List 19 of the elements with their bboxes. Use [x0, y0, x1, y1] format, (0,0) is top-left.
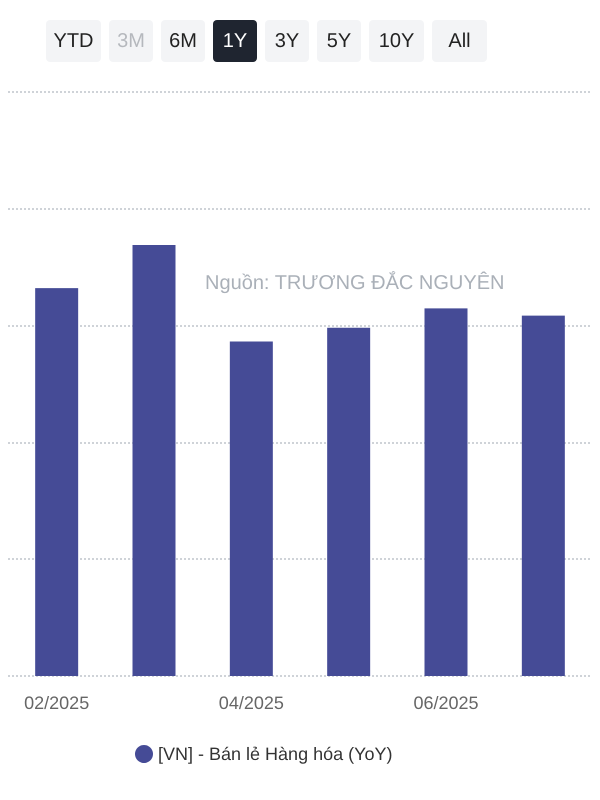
x-tick-label: 04/2025	[218, 693, 284, 713]
annotation: Nguồn: TRƯƠNG ĐẮC NGUYÊN	[205, 271, 504, 294]
bar	[424, 308, 468, 676]
bar	[35, 288, 78, 676]
x-tick-label: 02/2025	[24, 693, 90, 713]
text: All	[448, 30, 471, 52]
text: 1Y	[222, 30, 248, 52]
bar	[132, 245, 176, 676]
bar	[522, 316, 565, 676]
text: YTD	[54, 30, 94, 52]
bar	[230, 342, 273, 676]
text: 5Y	[326, 30, 352, 52]
bar	[327, 328, 370, 676]
legend-label: [VN] - Bán lẻ Hàng hóa (YoY)	[158, 744, 392, 764]
text: 6M	[169, 30, 197, 52]
x-tick-label: 06/2025	[413, 693, 479, 713]
text: 3M	[117, 30, 145, 52]
text: 10Y	[378, 30, 414, 52]
text: 3Y	[274, 30, 300, 52]
